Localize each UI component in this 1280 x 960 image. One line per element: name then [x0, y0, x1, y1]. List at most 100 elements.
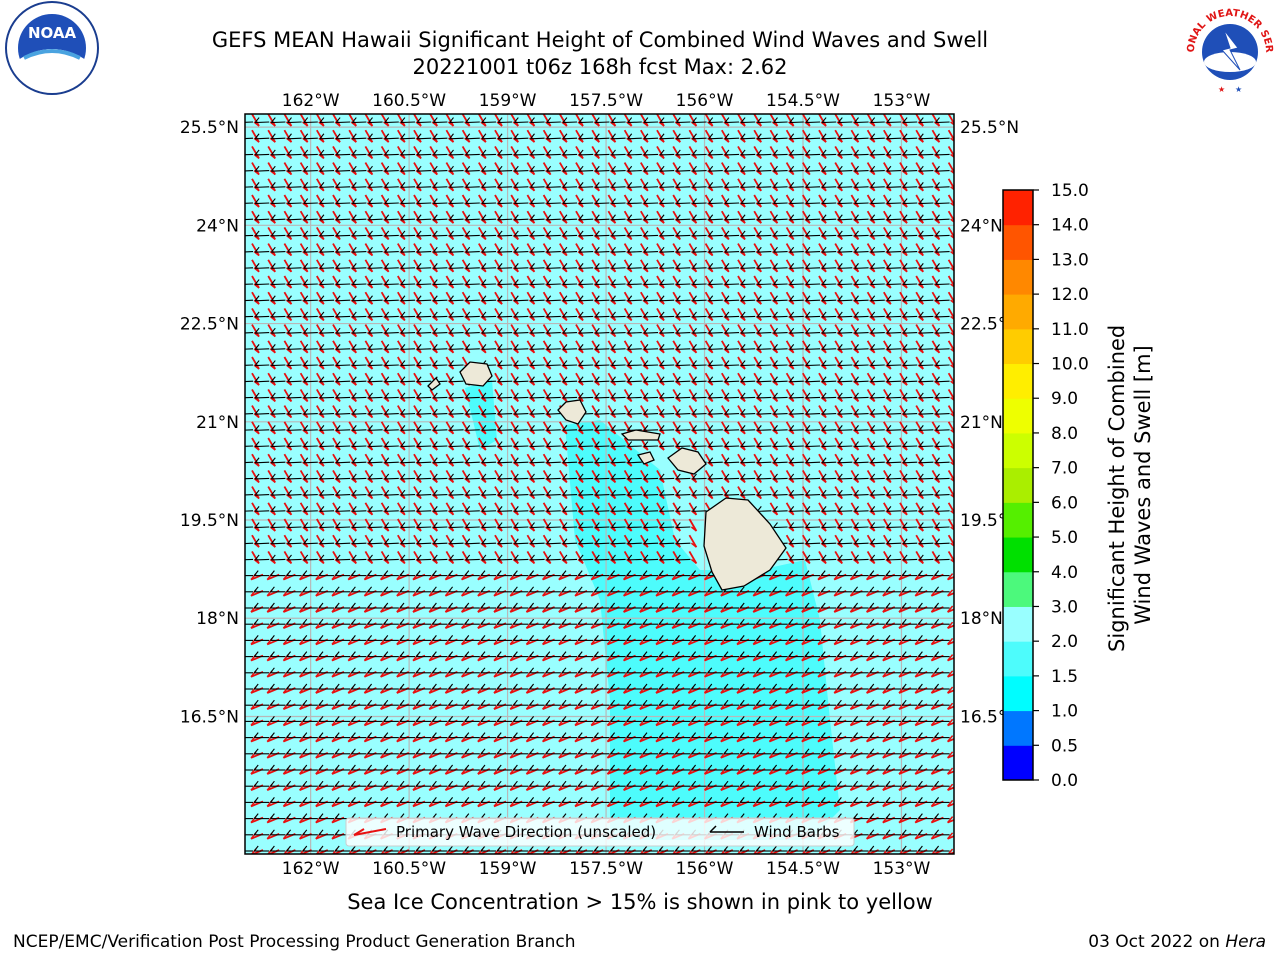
wave-arrow — [931, 243, 941, 257]
wave-arrow — [380, 129, 390, 143]
wave-arrow — [947, 162, 954, 175]
wind-barb — [708, 246, 723, 253]
wind-barb — [497, 230, 513, 237]
wind-barb — [627, 149, 642, 156]
wind-barb — [611, 165, 626, 172]
wind-barb — [708, 182, 723, 188]
wind-barb — [254, 198, 270, 205]
wave-arrow — [542, 210, 552, 224]
wave-arrow — [445, 114, 455, 127]
wind-barb — [335, 263, 351, 269]
wind-barb — [368, 133, 383, 140]
wind-barb — [902, 198, 918, 205]
wave-arrow — [883, 210, 892, 224]
wind-barb — [335, 230, 351, 237]
wind-barb — [562, 182, 578, 188]
wind-barb — [805, 246, 821, 253]
wave-arrow — [607, 178, 617, 192]
wind-barb — [675, 165, 691, 172]
wind-barb — [416, 230, 432, 237]
wind-barb — [254, 214, 270, 221]
wave-arrow — [947, 210, 954, 223]
wave-arrow — [818, 114, 827, 127]
wave-arrow — [364, 114, 374, 127]
wave-arrow — [785, 226, 795, 240]
wind-barb — [594, 230, 610, 237]
wind-barb — [245, 267, 254, 269]
lon-tick-bottom: 159°W — [479, 859, 537, 879]
wave-arrow — [413, 129, 422, 143]
wind-barb — [546, 246, 561, 253]
wind-barb — [740, 198, 756, 205]
wind-barb — [335, 246, 351, 253]
wave-arrow — [494, 194, 503, 208]
wind-barb — [351, 198, 367, 205]
wind-barb — [530, 117, 545, 124]
wind-barb — [724, 198, 740, 205]
wind-barb — [319, 198, 335, 205]
wind-barb — [432, 198, 448, 205]
wind-barb — [870, 182, 885, 188]
wave-arrow — [429, 210, 438, 224]
wind-barb — [594, 165, 610, 172]
wave-arrow — [866, 145, 876, 159]
wave-arrow — [915, 194, 924, 208]
colorbar-tick-label: 1.5 — [1051, 667, 1078, 687]
wave-arrow — [785, 145, 795, 159]
wind-barb — [465, 165, 480, 172]
wind-barb — [513, 230, 529, 237]
colorbar-tick-label: 12.0 — [1051, 285, 1089, 305]
wind-barb — [287, 149, 302, 156]
wind-barb — [854, 230, 869, 237]
wave-arrow — [656, 243, 665, 257]
wind-barb — [335, 198, 351, 205]
wind-barb — [287, 263, 302, 269]
wave-arrow — [883, 129, 892, 143]
wave-arrow — [267, 210, 276, 224]
wave-arrow — [461, 194, 471, 208]
colorbar-tick-label: 0.5 — [1051, 736, 1078, 756]
wave-arrow — [866, 210, 876, 224]
wave-arrow — [850, 226, 860, 240]
wind-barb — [594, 198, 610, 205]
wave-arrow — [866, 194, 876, 208]
wave-arrow — [251, 259, 260, 273]
colorbar-segment — [1003, 467, 1033, 503]
wind-barb — [643, 214, 659, 221]
wave-arrow — [575, 129, 584, 143]
wind-barb — [854, 198, 869, 205]
wave-arrow — [461, 226, 471, 240]
lat-tick-left: 21°N — [196, 413, 239, 433]
wind-barb — [773, 149, 788, 156]
wind-barb — [724, 133, 740, 140]
wave-arrow — [445, 162, 455, 176]
wind-barb — [303, 214, 318, 221]
wind-barb — [886, 230, 902, 237]
wave-arrow — [834, 178, 843, 192]
colorbar-title-line1: Significant Height of Combined — [1105, 325, 1129, 652]
wave-arrow — [526, 145, 536, 159]
wind-barb — [465, 149, 480, 156]
wind-barb — [773, 182, 788, 188]
wave-arrow — [704, 129, 714, 143]
wave-arrow — [737, 129, 746, 143]
wave-arrow — [818, 162, 827, 176]
wind-barb — [805, 133, 821, 140]
wind-barb — [886, 133, 902, 140]
wind-barb — [351, 149, 367, 156]
wind-barb — [643, 182, 659, 188]
wind-barb — [692, 117, 707, 124]
wind-barb — [351, 117, 367, 124]
wave-arrow — [316, 259, 325, 273]
wave-arrow — [656, 129, 665, 143]
wave-arrow — [348, 129, 357, 143]
wave-arrow — [785, 162, 795, 176]
wind-barb — [675, 149, 691, 156]
wind-barb — [319, 182, 335, 188]
footer-machine: Hera — [1225, 932, 1266, 952]
wave-arrow — [769, 145, 779, 159]
wave-arrow — [251, 243, 260, 257]
wave-arrow — [299, 226, 309, 240]
wind-barb — [254, 133, 270, 140]
wind-barb — [270, 133, 286, 140]
